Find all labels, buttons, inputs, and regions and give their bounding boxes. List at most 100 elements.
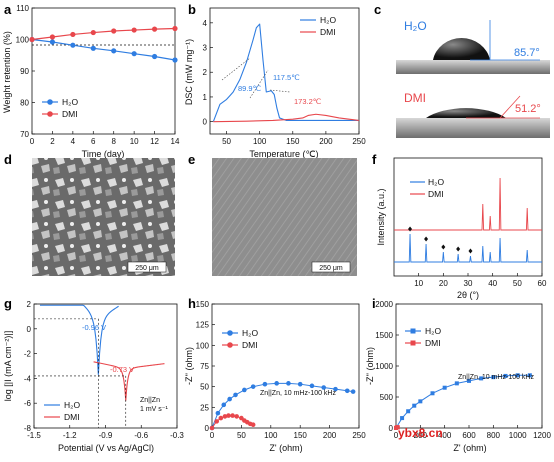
panel-h-plot (209, 381, 356, 431)
data-point (233, 392, 238, 398)
panel-h-legend: H₂O DMI (222, 328, 258, 350)
x-tick-label: 200 (319, 137, 333, 146)
y-tick-label: 80 (20, 99, 29, 108)
data-point (90, 29, 96, 36)
panel-a-ylabel: Weight retention (%) (2, 31, 12, 113)
data-point (151, 53, 158, 60)
panel-i-ylabel: -Z'' (ohm) (365, 347, 375, 385)
panel-b-tangent-3 (269, 89, 291, 93)
contact-angle-dmi-title: DMI (404, 91, 426, 105)
panel-f-frame (393, 157, 543, 277)
x-tick-label: 50 (237, 431, 246, 440)
y-tick-label: 25 (200, 403, 209, 412)
y-tick-label: 100 (196, 341, 210, 350)
data-point (344, 388, 350, 394)
x-tick-label: -0.3 (170, 431, 184, 440)
panel-a: a 0 2 4 6 8 10 12 14 70 80 90 100 110 Time (day) We… (2, 2, 180, 159)
y-tick-label: 0 (27, 325, 32, 334)
data-point (286, 381, 291, 386)
data-point (250, 422, 256, 427)
diamond-marker (468, 248, 473, 254)
x-tick-label: 100 (253, 137, 267, 146)
panel-e-label: e (188, 152, 195, 167)
panel-i-xticks: 0 200 400 600 800 1000 1200 (394, 425, 551, 440)
x-tick-label: 14 (171, 137, 180, 146)
panel-b-ann-89: 89.9℃ (238, 84, 262, 93)
data-point (250, 384, 256, 389)
data-point (479, 376, 484, 381)
data-point (412, 403, 417, 408)
panel-g-xticks: -1.5 -1.2 -0.9 -0.6 -0.3 (27, 425, 184, 440)
data-point (230, 413, 235, 418)
data-point (234, 414, 239, 419)
data-point (430, 391, 435, 396)
contact-angle-h2o-title: H₂O (404, 19, 427, 33)
panel-g-plot (34, 304, 165, 428)
legend-h-dmi-marker (227, 342, 233, 348)
legend-h2o-marker (47, 99, 53, 105)
panel-g-xlabel: Potential (V vs Ag/AgCl) (58, 443, 154, 453)
data-point (222, 414, 228, 419)
data-point (49, 39, 56, 45)
y-tick-label: -4 (24, 374, 32, 383)
panel-c: c H₂O 85.7° DMI 51.2° (374, 2, 550, 138)
dmi-droplet (426, 108, 506, 118)
x-tick-label: 0 (394, 431, 399, 440)
panel-f-legend-h2o: H₂O (428, 177, 444, 187)
panel-b-ylabel: DSC (mW mg⁻¹) (184, 39, 194, 105)
panel-f: f 10 20 30 40 50 60 2θ (°) Intensity (a.u.) H… (372, 152, 547, 300)
data-point (29, 36, 35, 43)
data-point (467, 378, 471, 383)
diamond-marker (441, 244, 446, 250)
panel-a-legend-h2o: H₂O (62, 97, 78, 107)
x-tick-label: 1000 (509, 431, 527, 440)
x-tick-label: 40 (488, 279, 497, 288)
contact-angle-dmi-image: DMI 51.2° (396, 80, 550, 138)
panel-i-label: i (372, 296, 376, 311)
y-tick-label: 70 (20, 130, 29, 139)
panel-a-xlabel: Time (day) (82, 149, 125, 159)
y-tick-label: 50 (200, 383, 209, 392)
panel-f-legend: H₂O DMI (410, 177, 444, 199)
panel-b-ann-173: 173.2℃ (294, 97, 322, 106)
x-tick-label: 2 (50, 137, 55, 146)
data-point (209, 425, 215, 431)
x-tick-label: 600 (462, 431, 476, 440)
series-h2o-pattern (394, 233, 542, 263)
y-tick-label: 125 (196, 321, 210, 330)
data-point (70, 42, 76, 48)
panel-h-yticks: 0 25 50 75 100 125 150 (196, 300, 215, 433)
x-tick-label: 250 (352, 137, 366, 146)
panel-h-xlabel: Z' (ohm) (269, 443, 302, 453)
panel-b-yticks: 0 1 2 3 4 (203, 19, 213, 127)
x-tick-label: -0.6 (134, 431, 148, 440)
data-point (226, 413, 231, 418)
panel-g-yticks: -8 -6 -4 -2 0 2 (24, 300, 37, 433)
panel-g-legend-h2o: H₂O (64, 400, 80, 410)
panel-b-tangent-2 (249, 69, 269, 99)
panel-b-xlabel: Temperature (℃) (249, 149, 318, 159)
x-tick-label: 150 (294, 431, 308, 440)
series-h2o-line (395, 374, 530, 429)
y-tick-label: 110 (16, 4, 29, 13)
y-tick-label: 90 (20, 67, 29, 76)
panel-f-plot (394, 177, 542, 263)
data-point (442, 385, 447, 390)
panel-c-label: c (374, 2, 381, 17)
series-h2o-line (39, 304, 119, 375)
panel-a-plot (29, 25, 178, 63)
sem-image-h2o (32, 158, 175, 276)
x-tick-label: 6 (91, 137, 96, 146)
data-point (491, 375, 496, 380)
panel-h-xticks: 0 50 100 150 200 250 (210, 425, 366, 440)
data-point (418, 399, 423, 404)
panel-f-ylabel: Intensity (a.u.) (376, 188, 386, 245)
x-tick-label: 12 (150, 137, 159, 146)
data-point (321, 385, 327, 390)
legend-dmi-marker (47, 111, 53, 117)
panel-i: i 0 200 400 600 800 1000 1200 0 500 1000 1500 2000… (365, 296, 551, 453)
data-point (90, 45, 96, 51)
series-dmi-line (213, 113, 360, 123)
panel-f-xlabel: 2θ (°) (457, 290, 479, 300)
